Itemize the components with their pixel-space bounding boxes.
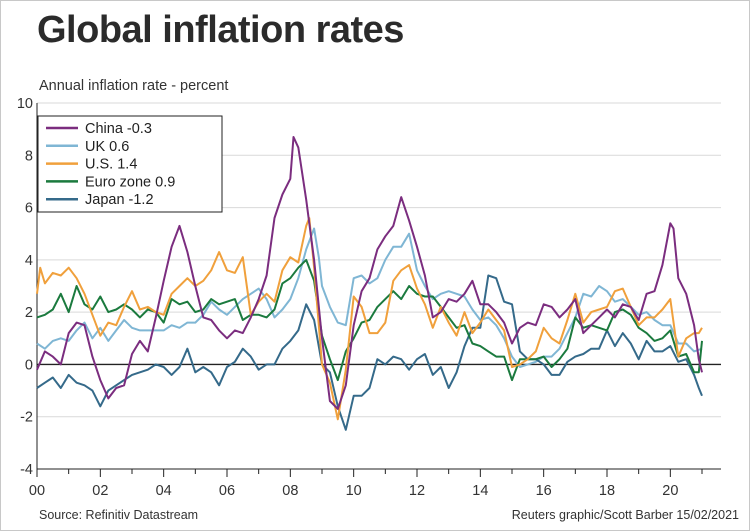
y-tick-label: 10 xyxy=(17,96,33,112)
legend-label-0: China -0.3 xyxy=(85,121,152,137)
x-tick-label: 06 xyxy=(219,483,235,499)
credit-note: Reuters graphic/Scott Barber 15/02/2021 xyxy=(511,508,739,522)
series-line-1 xyxy=(36,227,703,368)
x-tick-label: 16 xyxy=(536,483,552,499)
series-lines xyxy=(36,136,703,431)
y-tick-label: 0 xyxy=(25,357,33,373)
legend-label-3: Euro zone 0.9 xyxy=(85,174,175,190)
x-tick-label: 10 xyxy=(346,483,362,499)
x-tick-label: 12 xyxy=(409,483,425,499)
series-line-0 xyxy=(36,136,703,410)
legend-label-4: Japan -1.2 xyxy=(85,192,154,208)
x-tick-label: 08 xyxy=(282,483,298,499)
legend-label-2: U.S. 1.4 xyxy=(85,157,137,173)
y-tick-label: -4 xyxy=(20,462,33,478)
series-line-4 xyxy=(36,274,703,431)
series-line-3 xyxy=(36,258,703,382)
x-axis-ticks: 00 02 04 06 08 10 12 14 16 18 20 xyxy=(29,469,703,499)
y-tick-label: 6 xyxy=(25,201,33,217)
x-tick-label: 20 xyxy=(662,483,678,499)
source-note: Source: Refinitiv Datastream xyxy=(39,508,199,522)
x-tick-label: 02 xyxy=(92,483,108,499)
x-tick-label: 14 xyxy=(472,483,488,499)
x-tick-label: 18 xyxy=(599,483,615,499)
y-axis-ticks: -4 -2 0 2 4 6 8 10 xyxy=(17,96,33,478)
chart-subtitle: Annual inflation rate - percent xyxy=(39,78,229,94)
y-tick-label: 2 xyxy=(25,305,33,321)
series-line-2 xyxy=(36,217,703,421)
y-tick-label: -2 xyxy=(20,410,33,426)
y-tick-label: 4 xyxy=(25,253,33,269)
legend-label-1: UK 0.6 xyxy=(85,139,129,155)
x-tick-label: 04 xyxy=(156,483,172,499)
y-tick-label: 8 xyxy=(25,148,33,164)
chart-title: Global inflation rates xyxy=(37,9,404,51)
x-tick-label: 00 xyxy=(29,483,45,499)
